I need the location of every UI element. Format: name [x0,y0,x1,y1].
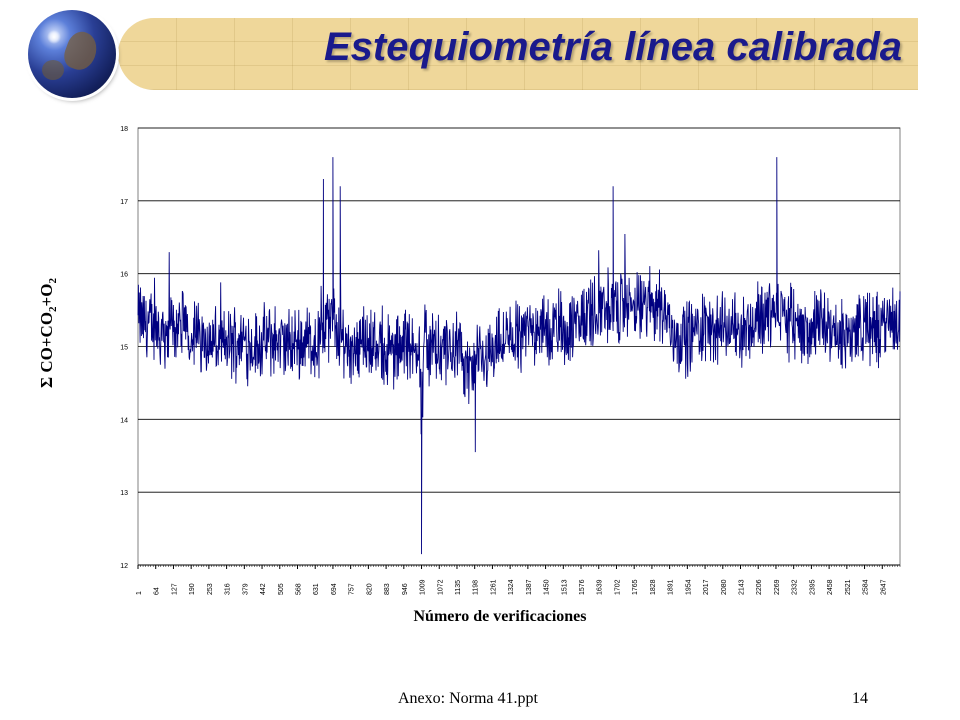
x-tick-label: 253 [207,583,214,595]
y-tick-label: 14 [120,417,128,424]
x-tick-label: 1450 [544,579,551,595]
y-axis-label-subscript: 2 [47,306,59,312]
globe-highlight [47,30,61,44]
x-tick-label: 1828 [650,579,657,595]
y-tick-label: 16 [120,272,128,279]
x-tick-label: 1702 [614,579,621,595]
x-tick-label: 1 [136,591,143,595]
x-tick-label: 568 [295,583,302,595]
x-tick-label: 2017 [703,579,710,595]
x-tick-label: 1072 [437,579,444,595]
x-tick-label: 2332 [792,579,799,595]
x-tick-label: 1324 [508,579,515,595]
slide-number: 14 [852,690,868,707]
x-tick-label: 190 [189,583,196,595]
x-tick-label: 1954 [685,579,692,595]
x-tick-label: 946 [402,583,409,595]
x-tick-label: 2269 [774,579,781,595]
series-line [137,157,901,555]
x-tick-label: 442 [260,583,267,595]
svg-text:Σ CO+CO2+O2: Σ CO+CO2+O2 [37,278,59,388]
y-tick-label: 12 [120,563,128,570]
y-tick-label: 15 [120,345,128,352]
y-tick-label: 18 [120,126,128,133]
y-axis-label-text: +O [37,284,56,307]
x-tick-label: 316 [225,583,232,595]
x-tick-label: 127 [171,583,178,595]
y-axis-label-subscript: 2 [47,278,59,284]
x-tick-label: 1261 [490,579,497,595]
x-tick-label: 2458 [827,579,834,595]
page-title: Estequiometría línea calibrada [324,25,902,69]
x-tick-label: 2395 [809,579,816,595]
x-tick-label: 1576 [579,579,586,595]
y-tick-label: 13 [120,490,128,497]
x-tick-label: 2143 [739,579,746,595]
x-tick-label: 2647 [880,579,887,595]
x-tick-label: 1387 [526,579,533,595]
x-tick-label: 820 [366,583,373,595]
x-tick-label: 1198 [473,580,480,595]
x-tick-label: 2080 [721,579,728,595]
x-tick-label: 757 [349,583,356,595]
x-tick-label: 1765 [632,579,639,595]
y-tick-label: 17 [120,199,128,206]
y-axis-label: Σ CO+CO2+O2 [18,238,70,398]
y-axis-label-text: Σ CO+CO [37,312,56,388]
x-tick-label: 883 [384,583,391,595]
footer-filename: Anexo: Norma 41.ppt [398,690,538,707]
x-tick-label: 1639 [597,579,604,595]
x-tick-label: 631 [313,583,320,595]
x-tick-label: 1513 [561,579,568,595]
x-axis-label: Número de verificaciones [413,608,587,625]
x-tick-label: 2206 [756,579,763,595]
x-tick-label: 1891 [668,579,675,595]
globe-land-shape [42,60,64,80]
title-banner [118,18,918,90]
x-tick-label: 1135 [455,580,462,595]
x-tick-label: 2521 [845,579,852,595]
x-tick-label: 1009 [420,579,427,595]
globe-icon [28,10,116,98]
x-tick-label: 694 [331,583,338,595]
x-tick-label: 379 [242,583,249,595]
x-tick-label: 64 [154,587,161,595]
x-tick-label: 2584 [863,579,870,595]
x-tick-label: 505 [278,583,285,595]
